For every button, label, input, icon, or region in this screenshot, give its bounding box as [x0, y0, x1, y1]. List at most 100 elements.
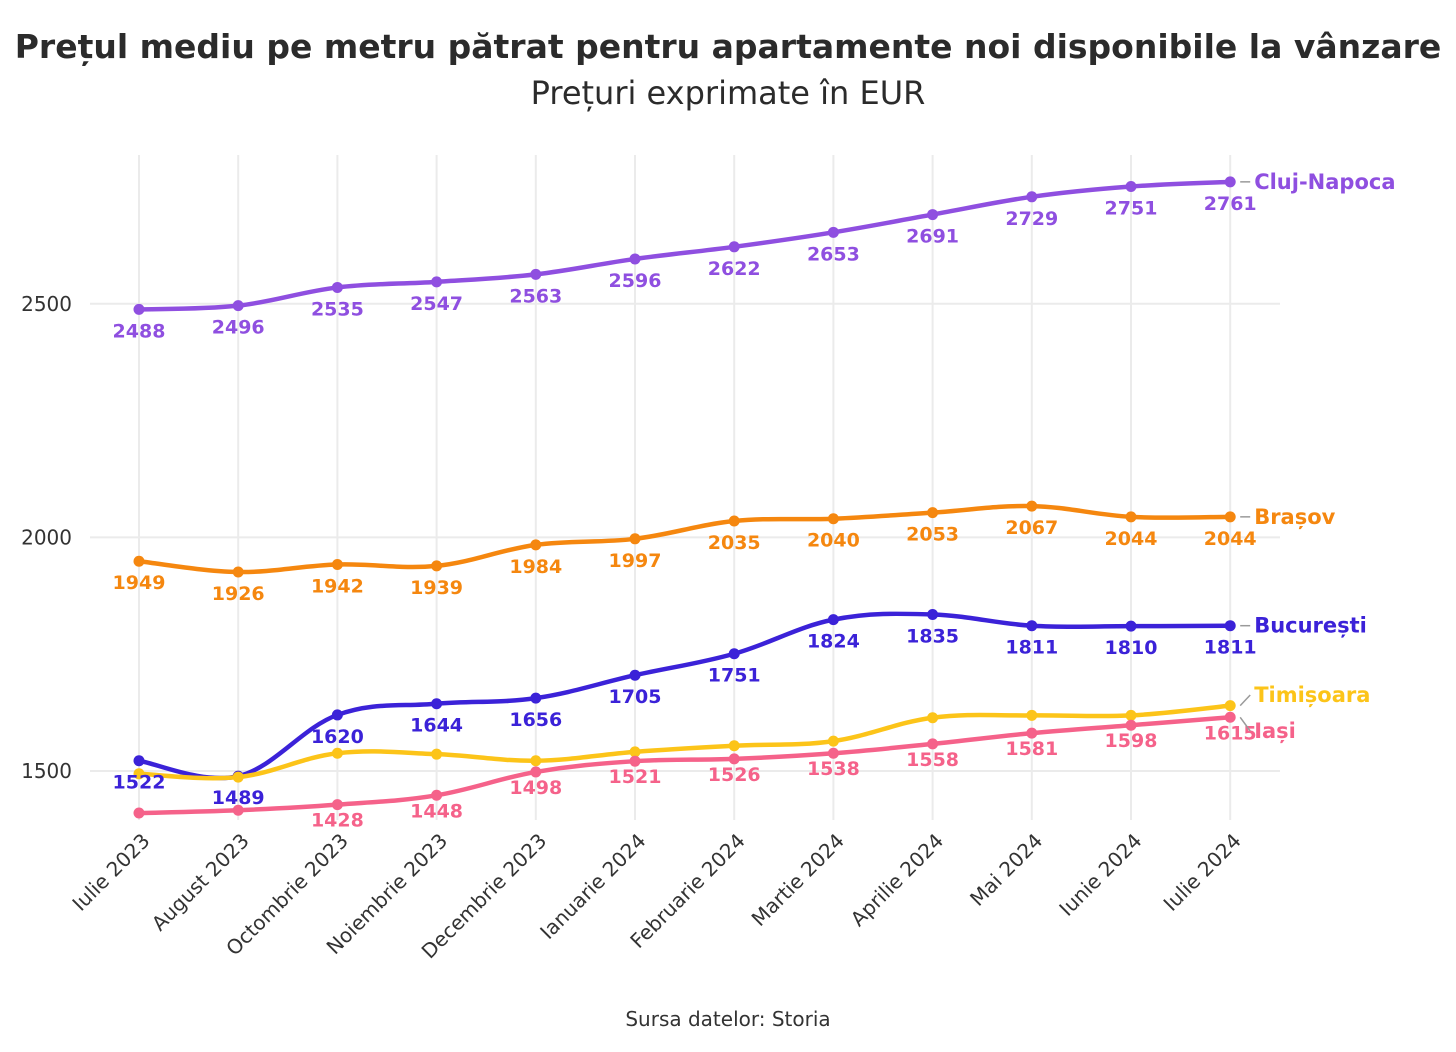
data-label-brasov: 2035 [708, 532, 761, 554]
data-point-bucuresti [133, 755, 145, 767]
data-point-timisoara [431, 748, 443, 760]
x-tick-label: Mai 2024 [965, 829, 1047, 911]
data-point-bucuresti [1125, 620, 1137, 632]
data-labels: 2488 2496 2535 2547 2563 2596 2622 2653 2691 2729… [113, 170, 1396, 832]
data-label-cluj-napoca: 2563 [509, 285, 562, 307]
data-point-iasi [1125, 719, 1137, 731]
data-label-cluj-napoca: 2729 [1005, 208, 1058, 230]
chart-title: Prețul mediu pe metru pătrat pentru apar… [15, 27, 1442, 66]
data-label-bucuresti: 1824 [807, 631, 860, 653]
data-point-timisoara [232, 771, 244, 783]
data-label-cluj-napoca: 2751 [1105, 198, 1158, 220]
data-point-cluj-napoca [1026, 191, 1038, 203]
data-point-cluj-napoca [728, 241, 740, 253]
data-label-iasi: 1498 [509, 777, 562, 799]
data-point-timisoara [827, 735, 839, 747]
data-point-iasi [530, 766, 542, 778]
data-point-iasi [629, 755, 641, 767]
data-point-bucuresti [827, 614, 839, 626]
x-tick-label: Iulie 2024 [1159, 829, 1246, 916]
data-label-iasi: 1538 [807, 758, 860, 780]
x-tick-label: August 2023 [147, 829, 254, 936]
data-point-cluj-napoca [133, 303, 145, 315]
data-point-cluj-napoca [827, 226, 839, 238]
data-label-bucuresti: 1811 [1204, 637, 1257, 659]
series-line-bucuresti [136, 611, 1233, 781]
data-label-brasov: 1942 [311, 575, 364, 597]
data-label-cluj-napoca: 2596 [609, 270, 662, 292]
data-label-bucuresti: 1811 [1005, 637, 1058, 659]
data-point-brasov [133, 555, 145, 567]
chart-caption: Sursa datelor: Storia [625, 1007, 830, 1031]
series-name-iasi: Iași [1254, 719, 1296, 743]
data-label-bucuresti: 1656 [509, 709, 562, 731]
series-label-connector [1239, 716, 1251, 732]
data-point-cluj-napoca [1125, 181, 1137, 193]
data-point-brasov [530, 539, 542, 551]
data-label-cluj-napoca: 2496 [212, 317, 265, 339]
series-label-connector [1239, 694, 1251, 707]
data-point-timisoara [331, 747, 343, 759]
data-label-iasi: 1581 [1005, 738, 1058, 760]
data-label-bucuresti: 1522 [113, 772, 166, 794]
data-point-brasov [827, 513, 839, 525]
data-point-cluj-napoca [629, 253, 641, 265]
data-point-iasi [728, 753, 740, 765]
series-line-timisoara [136, 703, 1233, 781]
series-name-timisoara: Timișoara [1254, 683, 1370, 707]
x-tick-label: Martie 2024 [747, 829, 849, 931]
data-label-iasi: 1598 [1105, 730, 1158, 752]
y-tick-label: 2500 [21, 292, 72, 316]
data-point-timisoara [133, 768, 145, 780]
data-point-iasi [927, 738, 939, 750]
data-point-bucuresti [431, 698, 443, 710]
data-label-brasov: 2067 [1005, 517, 1058, 539]
data-label-cluj-napoca: 2761 [1204, 193, 1257, 215]
data-point-bucuresti [1224, 620, 1236, 632]
data-point-iasi [431, 789, 443, 801]
data-point-bucuresti [331, 709, 343, 721]
data-point-bucuresti [629, 669, 641, 681]
data-point-bucuresti [1026, 620, 1038, 632]
data-label-brasov: 1939 [410, 577, 463, 599]
data-point-cluj-napoca [431, 276, 443, 288]
data-point-timisoara [629, 746, 641, 758]
data-label-bucuresti: 1835 [906, 625, 959, 647]
data-label-bucuresti: 1620 [311, 726, 364, 748]
data-point-timisoara [728, 740, 740, 752]
data-point-bucuresti [728, 648, 740, 660]
data-point-iasi [133, 807, 145, 819]
data-point-iasi [331, 799, 343, 811]
x-tick-label: Ianuarie 2024 [535, 829, 650, 944]
data-point-brasov [431, 560, 443, 572]
y-tick-label: 2000 [21, 525, 72, 549]
data-label-cluj-napoca: 2547 [410, 293, 463, 315]
series-line-iasi [136, 715, 1233, 816]
data-label-brasov: 1949 [113, 572, 166, 594]
data-point-iasi [827, 747, 839, 759]
data-point-timisoara [530, 755, 542, 767]
data-point-brasov [1125, 511, 1137, 523]
series-name-bucuresti: București [1254, 614, 1367, 638]
data-label-bucuresti: 1644 [410, 715, 463, 737]
data-point-brasov [629, 533, 641, 545]
data-label-brasov: 2044 [1105, 528, 1158, 550]
y-tick-label: 1500 [21, 759, 72, 783]
x-tick-label: Iulie 2023 [67, 829, 154, 916]
data-point-cluj-napoca [927, 209, 939, 221]
data-label-bucuresti: 1810 [1105, 637, 1158, 659]
data-point-brasov [232, 566, 244, 578]
data-label-cluj-napoca: 2622 [708, 258, 761, 280]
data-point-iasi [1224, 711, 1236, 723]
data-label-cluj-napoca: 2653 [807, 243, 860, 265]
data-label-iasi: 1521 [609, 766, 662, 788]
data-point-brasov [1026, 500, 1038, 512]
data-label-iasi: 1428 [311, 810, 364, 832]
data-label-bucuresti: 1705 [609, 686, 662, 708]
data-label-cluj-napoca: 2488 [113, 320, 166, 342]
series-name-brasov: Brașov [1254, 505, 1335, 529]
data-point-timisoara [1125, 709, 1137, 721]
data-label-iasi: 1526 [708, 764, 761, 786]
data-point-timisoara [1224, 700, 1236, 712]
